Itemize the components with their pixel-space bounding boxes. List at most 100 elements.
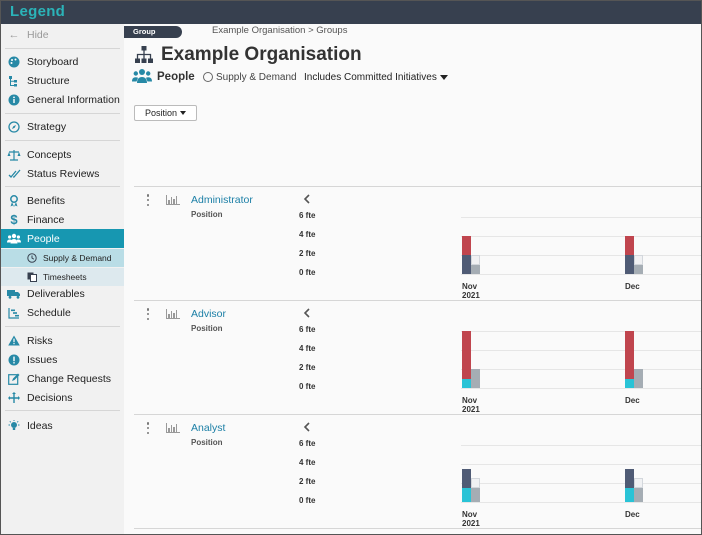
supply-bar-segment[interactable] bbox=[471, 478, 480, 488]
supply-bar-segment[interactable] bbox=[634, 478, 643, 488]
breadcrumb[interactable]: Example Organisation > Groups bbox=[212, 25, 348, 36]
row-menu-icon[interactable] bbox=[146, 422, 150, 434]
sidebar-item-label: People bbox=[27, 232, 60, 245]
sidebar-subitem-timesheets[interactable]: Timesheets bbox=[1, 268, 124, 286]
top-bar: Legend bbox=[1, 1, 701, 24]
section-label: People bbox=[157, 71, 195, 83]
supply-bar-segment[interactable] bbox=[634, 264, 643, 274]
hierarchy-icon bbox=[135, 46, 153, 63]
compass-icon bbox=[7, 120, 21, 134]
supply-bar-segment[interactable] bbox=[471, 264, 480, 274]
sidebar-item-general-information[interactable]: General Information bbox=[1, 90, 124, 109]
chevron-left-icon[interactable] bbox=[303, 307, 313, 319]
committed-filter-dropdown[interactable]: Includes Committed Initiatives bbox=[304, 72, 448, 83]
y-tick-label: 0 fte bbox=[299, 496, 316, 505]
role-name-link[interactable]: Analyst bbox=[191, 422, 226, 434]
sidebar-item-schedule[interactable]: Schedule bbox=[1, 303, 124, 322]
demand-bar-segment[interactable] bbox=[625, 255, 634, 274]
y-tick-label: 4 fte bbox=[299, 230, 316, 239]
divider bbox=[5, 186, 120, 187]
row-menu-icon[interactable] bbox=[146, 308, 150, 320]
sidebar-item-change-requests[interactable]: Change Requests bbox=[1, 369, 124, 388]
row-menu-icon[interactable] bbox=[146, 194, 150, 206]
demand-bar-segment[interactable] bbox=[625, 378, 634, 388]
caret-down-icon bbox=[180, 111, 187, 115]
sidebar-item-deliverables[interactable]: Deliverables bbox=[1, 284, 124, 303]
app-logo[interactable]: Legend bbox=[10, 3, 66, 20]
chevron-left-icon[interactable] bbox=[303, 193, 313, 205]
x-month: Dec bbox=[625, 396, 640, 405]
sidebar-item-storyboard[interactable]: Storyboard bbox=[1, 52, 124, 71]
hide-sidebar-button[interactable]: ← Hide bbox=[1, 25, 124, 44]
position-dropdown-button[interactable]: Position bbox=[134, 105, 197, 121]
sidebar-subitem-supply-demand[interactable]: Supply & Demand bbox=[1, 249, 124, 267]
demand-bar-segment[interactable] bbox=[625, 487, 634, 502]
hierarchy-icon bbox=[7, 74, 21, 88]
copy-icon bbox=[27, 272, 37, 282]
divider bbox=[5, 410, 120, 411]
x-month: Dec bbox=[625, 510, 640, 519]
demand-bar-segment[interactable] bbox=[462, 331, 471, 379]
demand-bar-segment[interactable] bbox=[462, 255, 471, 274]
x-month: Nov bbox=[462, 510, 478, 519]
bar-chart-icon[interactable] bbox=[166, 309, 180, 319]
supply-bar-segment[interactable] bbox=[634, 487, 643, 502]
sidebar-item-status-reviews[interactable]: Status Reviews bbox=[1, 164, 124, 183]
position-row: Analyst Position 6 fte 4 fte 2 fte 0 fte Nov 20… bbox=[124, 415, 701, 529]
demand-bar-segment[interactable] bbox=[625, 331, 634, 379]
supply-bar-segment[interactable] bbox=[471, 369, 480, 388]
row-divider bbox=[134, 186, 701, 187]
demand-bar-segment[interactable] bbox=[462, 487, 471, 502]
gridline bbox=[461, 274, 701, 275]
sidebar-item-finance[interactable]: $ Finance bbox=[1, 210, 124, 229]
y-tick-label: 6 fte bbox=[299, 439, 316, 448]
sidebar-item-label: Structure bbox=[27, 74, 70, 87]
sidebar-item-structure[interactable]: Structure bbox=[1, 71, 124, 90]
supply-bar-segment[interactable] bbox=[471, 255, 480, 265]
bar-chart-icon[interactable] bbox=[166, 423, 180, 433]
x-month-label: Dec bbox=[625, 396, 640, 405]
demand-bar-segment[interactable] bbox=[625, 468, 634, 488]
check-double-icon bbox=[7, 167, 21, 181]
sidebar-item-label: Status Reviews bbox=[27, 167, 100, 180]
x-year: 2021 bbox=[462, 291, 480, 300]
committed-filter-label: Includes Committed Initiatives bbox=[304, 72, 437, 83]
divider bbox=[5, 140, 120, 141]
sidebar-subitem-label: Timesheets bbox=[43, 272, 87, 282]
position-row: Administrator Position 6 fte 4 fte 2 fte 0 ft… bbox=[124, 187, 701, 301]
sidebar-item-risks[interactable]: Risks bbox=[1, 331, 124, 350]
truck-icon bbox=[7, 287, 21, 301]
demand-bar-segment[interactable] bbox=[462, 468, 471, 488]
chevron-left-icon[interactable] bbox=[303, 421, 313, 433]
x-month-label: Dec bbox=[625, 510, 640, 519]
y-tick-label: 2 fte bbox=[299, 363, 316, 372]
clock-icon bbox=[27, 253, 37, 263]
sidebar: ← Hide Storyboard Structure General Info… bbox=[1, 24, 124, 534]
demand-bar-segment[interactable] bbox=[625, 236, 634, 255]
sidebar-item-issues[interactable]: Issues bbox=[1, 350, 124, 369]
sidebar-item-concepts[interactable]: Concepts bbox=[1, 145, 124, 164]
demand-bar-segment[interactable] bbox=[462, 236, 471, 255]
y-tick-label: 6 fte bbox=[299, 211, 316, 220]
sidebar-item-strategy[interactable]: Strategy bbox=[1, 117, 124, 136]
supply-bar-segment[interactable] bbox=[634, 255, 643, 265]
x-month-label: Nov 2021 bbox=[462, 282, 480, 300]
sidebar-item-benefits[interactable]: Benefits bbox=[1, 191, 124, 210]
role-name-link[interactable]: Administrator bbox=[191, 194, 253, 206]
sidebar-item-label: Storyboard bbox=[27, 55, 79, 68]
sidebar-item-ideas[interactable]: Ideas bbox=[1, 416, 124, 435]
sidebar-item-people[interactable]: People bbox=[1, 229, 124, 248]
sidebar-item-decisions[interactable]: Decisions bbox=[1, 388, 124, 407]
x-month: Nov bbox=[462, 282, 478, 291]
supply-bar-segment[interactable] bbox=[471, 487, 480, 502]
supply-bar-segment[interactable] bbox=[634, 369, 643, 388]
sidebar-item-label: Deliverables bbox=[27, 287, 85, 300]
dollar-icon: $ bbox=[10, 212, 18, 227]
row-divider bbox=[134, 528, 701, 529]
main-content: Group Example Organisation > Groups Exam… bbox=[124, 24, 701, 534]
demand-bar-segment[interactable] bbox=[462, 378, 471, 388]
bar-chart-icon[interactable] bbox=[166, 195, 180, 205]
gridline bbox=[461, 369, 701, 370]
role-name-link[interactable]: Advisor bbox=[191, 308, 227, 320]
